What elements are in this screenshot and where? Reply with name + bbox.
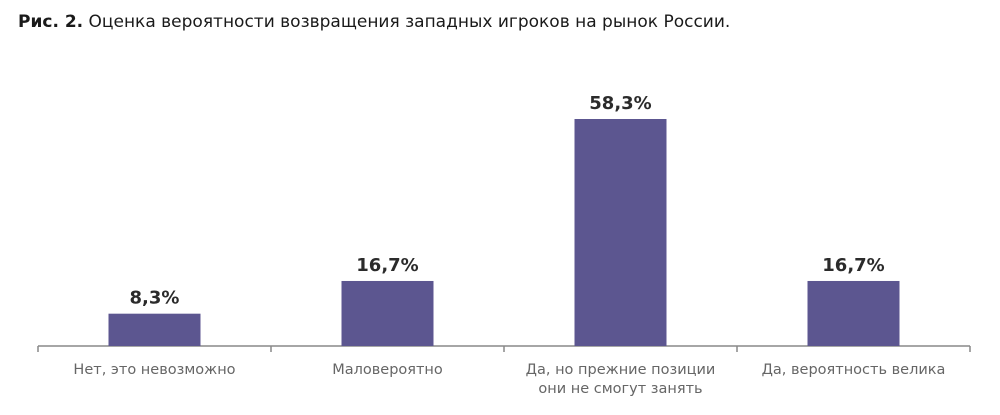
category-label: они не смогут занять [538,381,702,397]
figure-label: Рис. 2. [18,12,84,32]
data-label: 16,7% [356,255,418,276]
data-label: 16,7% [822,255,884,276]
data-label: 8,3% [130,288,180,309]
bar [108,313,201,346]
category-label: Нет, это невозможно [73,362,235,378]
category-label: Да, но прежние позиции [526,362,716,378]
bar [341,280,434,346]
category-label: Маловероятно [332,362,443,378]
figure-title: Оценка вероятности возвращения западных … [88,12,731,32]
data-label: 58,3% [589,93,651,114]
bar [807,280,900,346]
figure-caption: Рис. 2. Оценка вероятности возвращения з… [18,12,730,32]
bar [574,119,667,346]
category-label: Да, вероятность велика [762,362,946,378]
